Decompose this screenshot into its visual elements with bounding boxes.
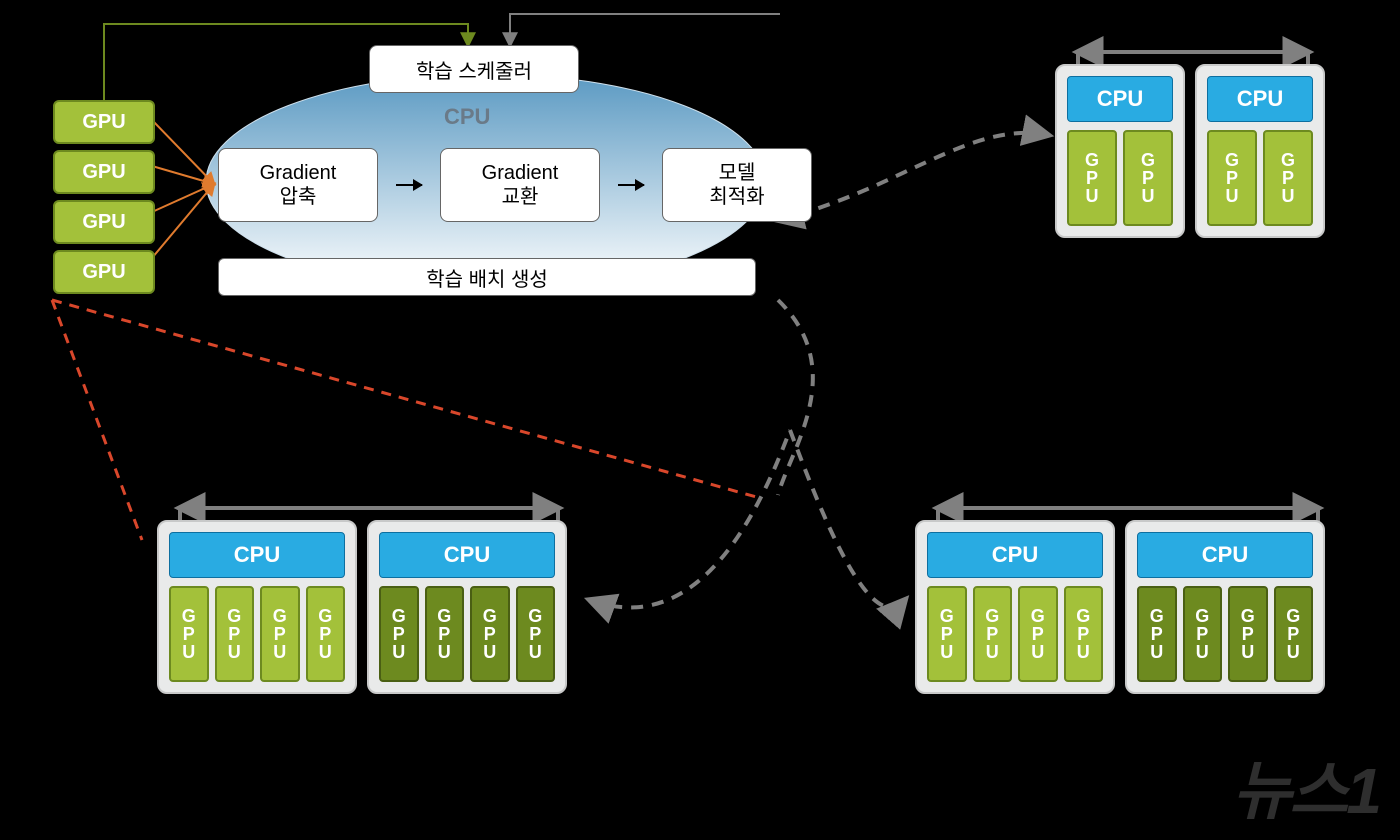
gpu-chip: GPU [53,100,155,144]
arrow-icon [396,184,422,186]
node-gpu-chip: G P U [1183,586,1223,682]
orange-spokes [152,120,214,258]
node-gpu-chip: G P U [973,586,1013,682]
scheduler-box: 학습 스케줄러 [369,45,579,93]
node-cpu-label: CPU [379,532,555,578]
node-gpu-row: G P UG P UG P UG P U [379,586,555,682]
cluster-bottom-left: CPUG P UG P UG P UG P UCPUG P UG P UG P … [157,520,567,694]
pipe-gradient-compress: Gradient 압축 [218,148,378,222]
node-gpu-chip: G P U [425,586,465,682]
source-watermark: 뉴스1 [1233,740,1380,832]
ctrl-grey-a [510,14,780,45]
node-gpu-chip: G P U [260,586,300,682]
cpu-blob-label: CPU [444,104,490,130]
node-cpu-label: CPU [1137,532,1313,578]
diagram-stage: GPU GPU GPU GPU 학습 스케줄러 CPU Gradient 압축 Gra… [0,0,1400,840]
node-gpu-row: G P UG P U [1067,130,1173,226]
node-gpu-chip: G P U [1228,586,1268,682]
node-gpu-chip: G P U [1207,130,1257,226]
node-gpu-chip: G P U [215,586,255,682]
node-gpu-chip: G P U [470,586,510,682]
compute-node: CPUG P UG P UG P UG P U [367,520,567,694]
red-dashed-1 [52,300,760,498]
node-cpu-label: CPU [169,532,345,578]
batch-generator-box: 학습 배치 생성 [218,258,756,296]
pipe-gradient-exchange: Gradient 교환 [440,148,600,222]
compute-node: CPU G P UG P U [1195,64,1325,238]
node-gpu-row: G P UG P UG P UG P U [1137,586,1313,682]
node-gpu-chip: G P U [516,586,556,682]
pipeline-row: Gradient 압축 Gradient 교환 모델 최적화 [218,148,812,222]
node-gpu-chip: G P U [1137,586,1177,682]
node-gpu-chip: G P U [379,586,419,682]
node-gpu-row: G P UG P UG P UG P U [927,586,1103,682]
node-gpu-chip: G P U [1263,130,1313,226]
left-gpu-stack: GPU GPU GPU GPU [53,100,155,294]
node-gpu-row: G P UG P UG P UG P U [169,586,345,682]
node-gpu-chip: G P U [1064,586,1104,682]
gpu-chip: GPU [53,250,155,294]
node-gpu-chip: G P U [1123,130,1173,226]
gpu-chip: GPU [53,150,155,194]
pipe-model-optimize: 모델 최적화 [662,148,812,222]
node-gpu-chip: G P U [927,586,967,682]
node-gpu-chip: G P U [306,586,346,682]
gpu-chip: GPU [53,200,155,244]
red-dashed-2 [52,300,142,540]
compute-node: CPUG P UG P UG P UG P U [157,520,357,694]
arrow-icon [618,184,644,186]
node-gpu-chip: G P U [169,586,209,682]
compute-node: CPU G P UG P U [1055,64,1185,238]
compute-node: CPUG P UG P UG P UG P U [1125,520,1325,694]
node-cpu-label: CPU [927,532,1103,578]
compute-node: CPUG P UG P UG P UG P U [915,520,1115,694]
node-cpu-label: CPU [1207,76,1313,122]
node-gpu-row: G P UG P U [1207,130,1313,226]
node-gpu-chip: G P U [1274,586,1314,682]
cluster-top-right: CPUG P UG P UCPUG P UG P U [1055,64,1325,238]
node-gpu-chip: G P U [1067,130,1117,226]
cluster-bottom-right: CPUG P UG P UG P UG P UCPUG P UG P UG P … [915,520,1325,694]
node-gpu-chip: G P U [1018,586,1058,682]
node-cpu-label: CPU [1067,76,1173,122]
